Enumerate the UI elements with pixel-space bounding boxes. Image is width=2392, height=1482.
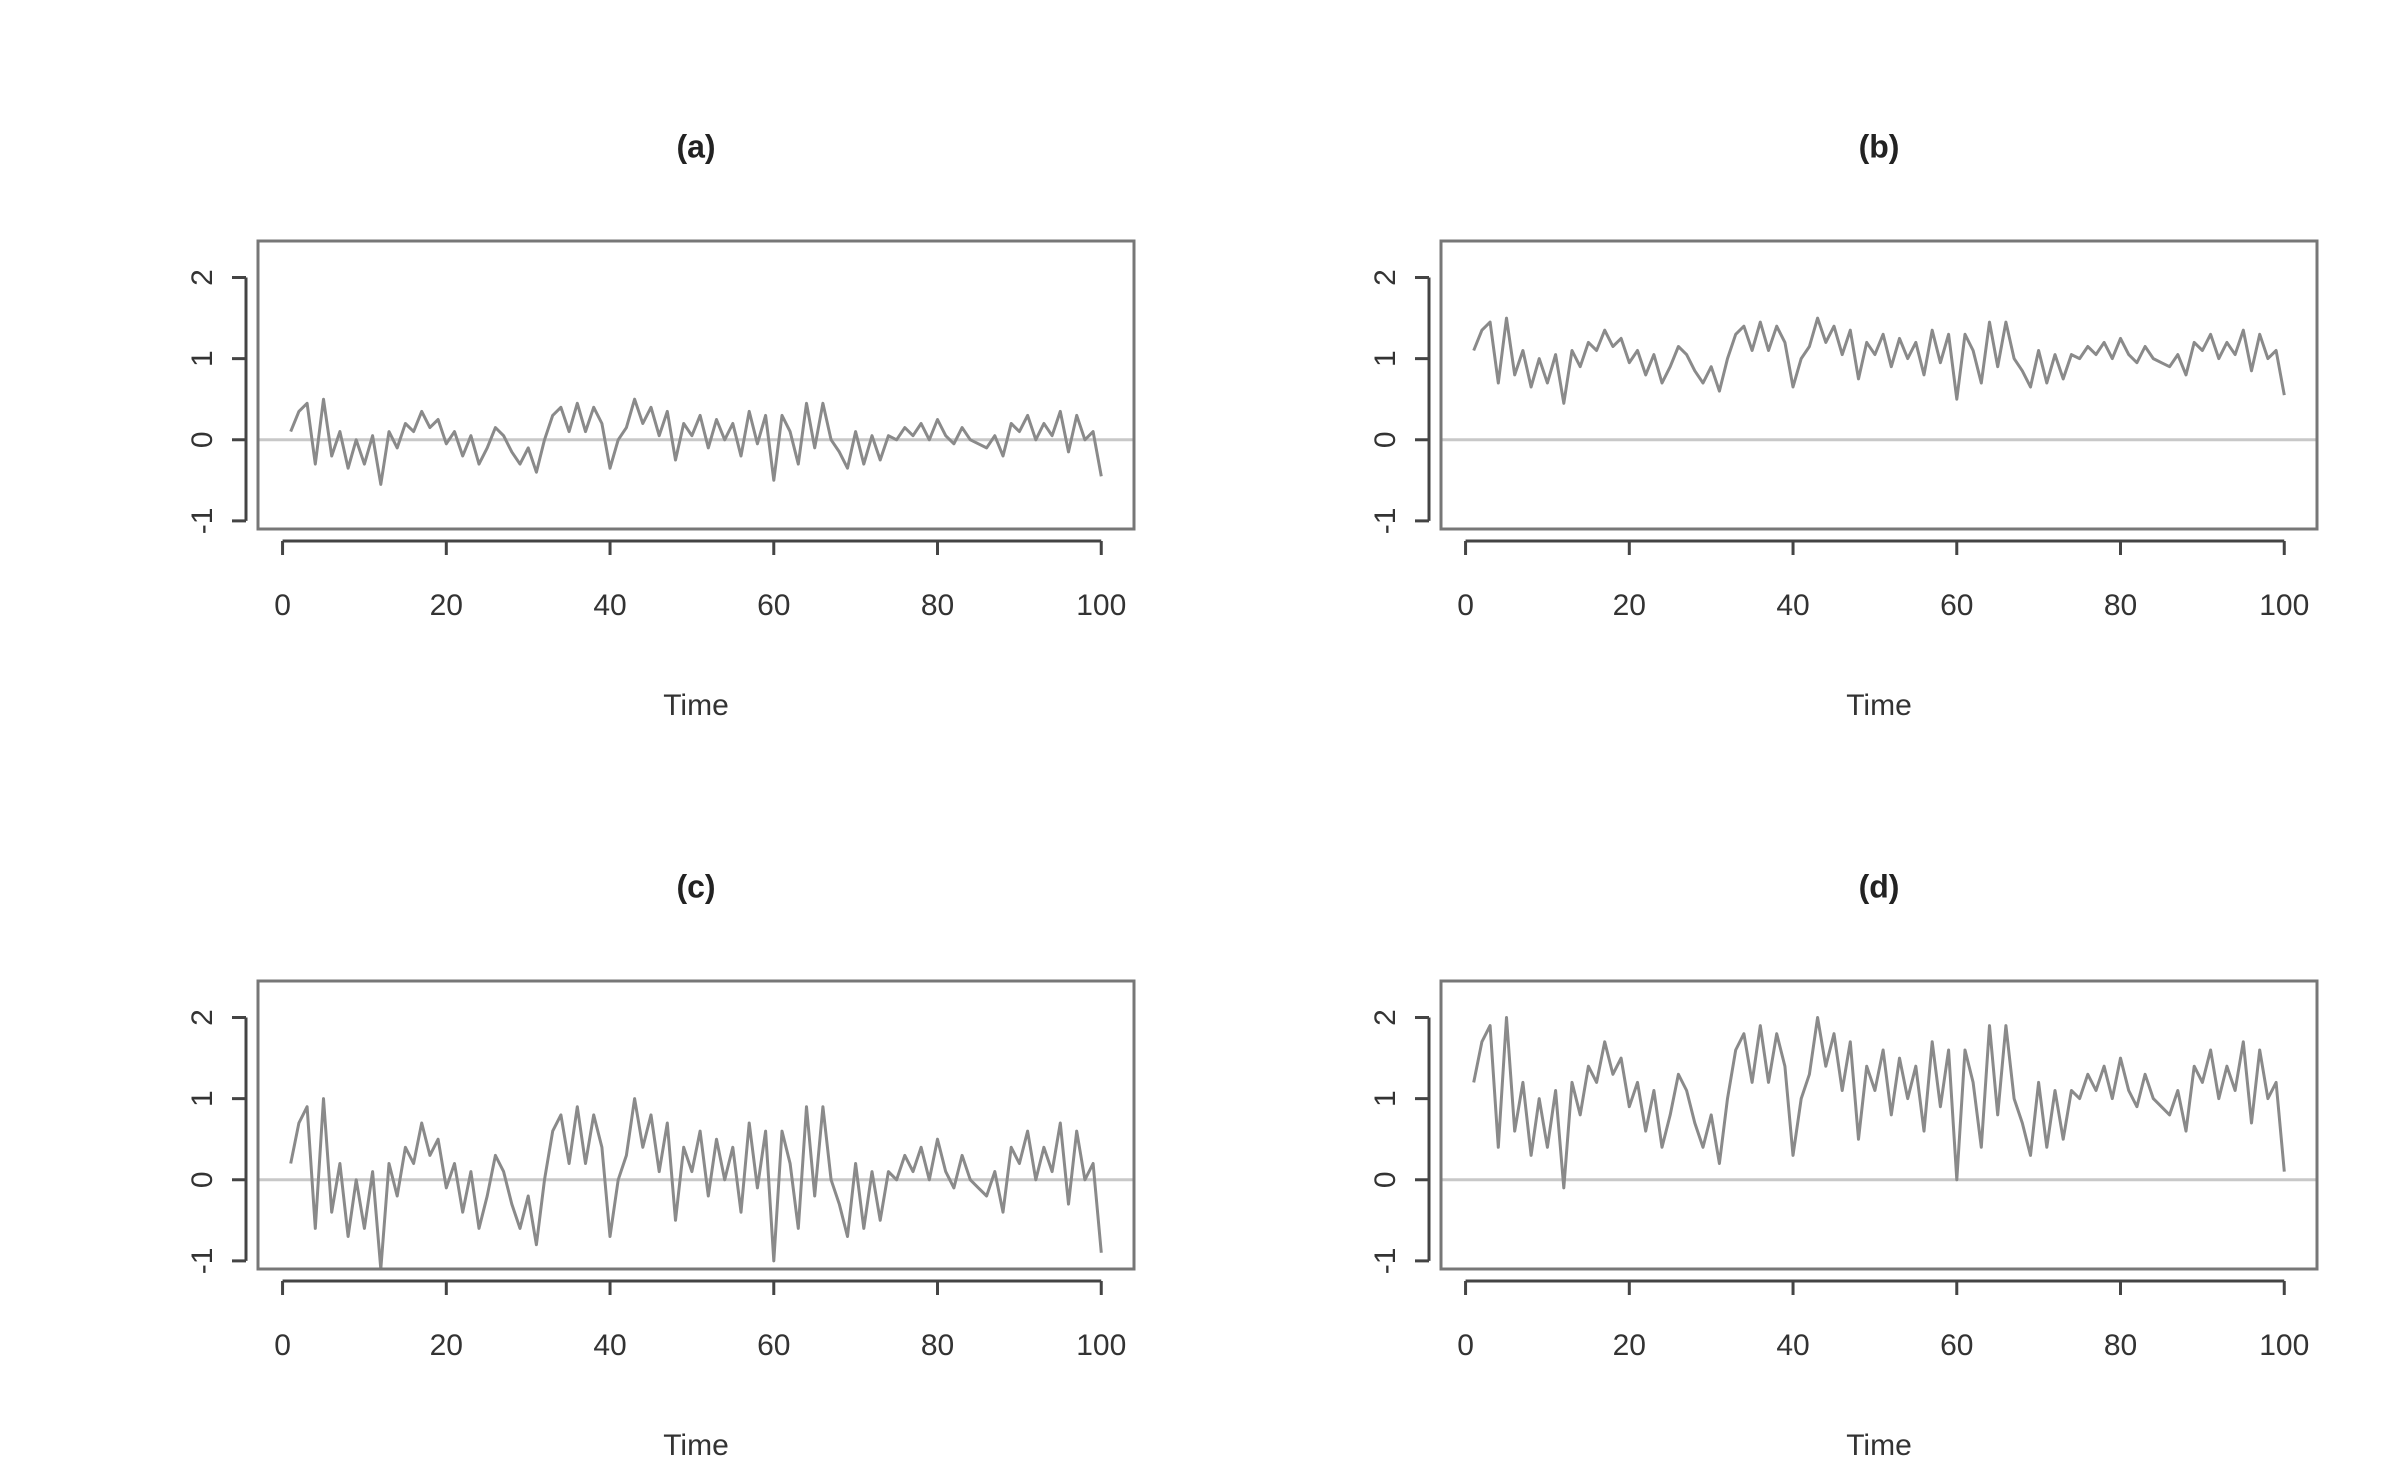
y-tick-label: 2	[1369, 1009, 1402, 1026]
y-tick-label: 0	[1369, 1171, 1402, 1188]
x-tick-label: 80	[921, 1329, 954, 1362]
x-tick-label: 20	[1613, 1329, 1646, 1362]
x-axis-label: Time	[663, 1429, 729, 1462]
series-line	[289, 397, 1103, 486]
series-line	[289, 1097, 1103, 1271]
x-axis-label: Time	[1846, 689, 1912, 722]
x-tick-label: 60	[1940, 589, 1973, 622]
y-tick-label: 1	[1369, 1090, 1402, 1107]
x-tick-label: 0	[1457, 1329, 1474, 1362]
x-tick-label: 20	[430, 589, 463, 622]
x-tick-label: 0	[274, 1329, 291, 1362]
x-axis-label: Time	[1846, 1429, 1912, 1462]
y-tick-label: 0	[186, 431, 219, 448]
panel-title: (d)	[1859, 868, 1900, 904]
y-tick-label: 0	[1369, 431, 1402, 448]
x-tick-label: 100	[2259, 589, 2309, 622]
x-tick-label: 60	[757, 589, 790, 622]
plot-box	[1439, 979, 2319, 1271]
x-tick-label: 60	[1940, 1329, 1973, 1362]
panel-title: (a)	[676, 128, 715, 164]
plot-box	[256, 239, 1136, 531]
x-tick-label: 20	[1613, 589, 1646, 622]
x-tick-label: 100	[1076, 1329, 1126, 1362]
x-tick-label: 100	[2259, 1329, 2309, 1362]
x-axis-label: Time	[663, 689, 729, 722]
series-line	[1472, 1016, 2286, 1190]
y-tick-label: -1	[186, 508, 219, 535]
x-tick-label: 40	[593, 589, 626, 622]
x-tick-label: 80	[2104, 589, 2137, 622]
y-tick-label: -1	[186, 1248, 219, 1275]
series-line	[1472, 316, 2286, 405]
x-tick-label: 40	[1776, 1329, 1809, 1362]
x-tick-label: 20	[430, 1329, 463, 1362]
y-tick-label: 1	[186, 350, 219, 367]
x-tick-label: 0	[274, 589, 291, 622]
x-tick-label: 80	[921, 589, 954, 622]
y-tick-label: 0	[186, 1171, 219, 1188]
panel-title: (b)	[1859, 128, 1900, 164]
y-tick-label: 2	[1369, 269, 1402, 286]
y-tick-label: 1	[1369, 350, 1402, 367]
y-tick-label: 1	[186, 1090, 219, 1107]
x-tick-label: 60	[757, 1329, 790, 1362]
x-tick-label: 40	[1776, 589, 1809, 622]
x-tick-label: 100	[1076, 589, 1126, 622]
x-tick-label: 40	[593, 1329, 626, 1362]
plot-box	[1439, 239, 2319, 531]
y-tick-label: 2	[186, 269, 219, 286]
x-tick-label: 80	[2104, 1329, 2137, 1362]
y-tick-label: -1	[1369, 508, 1402, 535]
x-tick-label: 0	[1457, 589, 1474, 622]
y-tick-label: 2	[186, 1009, 219, 1026]
y-tick-label: -1	[1369, 1248, 1402, 1275]
panel-title: (c)	[676, 868, 715, 904]
plot-box	[256, 979, 1136, 1271]
